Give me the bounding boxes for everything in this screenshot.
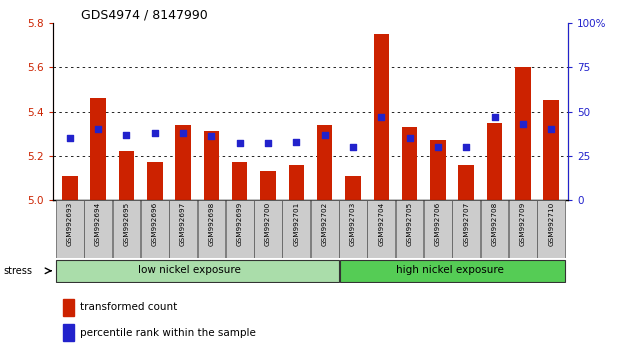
Bar	[175, 125, 191, 200]
Text: GDS4974 / 8147990: GDS4974 / 8147990	[81, 9, 207, 22]
Bar	[509, 200, 537, 258]
Text: GSM992709: GSM992709	[520, 202, 526, 246]
Text: stress: stress	[3, 266, 32, 276]
Bar	[226, 200, 253, 258]
Bar	[112, 200, 140, 258]
Bar	[84, 200, 112, 258]
Bar	[56, 200, 84, 258]
Point	[518, 121, 528, 127]
Bar	[119, 152, 134, 200]
Text: GSM992706: GSM992706	[435, 202, 441, 246]
Point	[122, 132, 132, 137]
Bar	[368, 200, 395, 258]
Point	[405, 135, 415, 141]
Text: GSM992696: GSM992696	[152, 202, 158, 246]
Bar	[63, 324, 75, 341]
Bar	[543, 101, 559, 200]
Text: percentile rank within the sample: percentile rank within the sample	[79, 328, 255, 338]
Bar	[452, 200, 480, 258]
Bar	[63, 299, 75, 316]
Point	[320, 132, 330, 137]
Bar	[141, 200, 169, 258]
Bar	[260, 171, 276, 200]
Bar	[339, 200, 367, 258]
Text: GSM992704: GSM992704	[378, 202, 384, 246]
Text: GSM992693: GSM992693	[67, 202, 73, 246]
Bar	[402, 127, 417, 200]
Point	[150, 130, 160, 136]
Bar	[458, 165, 474, 200]
Text: GSM992703: GSM992703	[350, 202, 356, 246]
Text: GSM992698: GSM992698	[209, 202, 214, 246]
Text: GSM992694: GSM992694	[95, 202, 101, 246]
Bar	[481, 200, 509, 258]
Point	[235, 141, 245, 146]
Bar	[232, 162, 248, 200]
Text: GSM992700: GSM992700	[265, 202, 271, 246]
Text: GSM992697: GSM992697	[180, 202, 186, 246]
Text: GSM992708: GSM992708	[492, 202, 497, 246]
Text: GSM992701: GSM992701	[293, 202, 299, 246]
Point	[65, 135, 75, 141]
Text: transformed count: transformed count	[79, 302, 177, 312]
Bar	[424, 200, 452, 258]
Point	[433, 144, 443, 150]
Bar	[345, 176, 361, 200]
Point	[291, 139, 301, 144]
Bar	[289, 165, 304, 200]
Bar	[487, 122, 502, 200]
Text: low nickel exposure: low nickel exposure	[138, 265, 240, 275]
Point	[376, 114, 386, 120]
Bar	[169, 200, 197, 258]
Bar	[373, 34, 389, 200]
Text: GSM992695: GSM992695	[124, 202, 129, 246]
Bar	[56, 260, 339, 282]
Bar	[197, 200, 225, 258]
Point	[206, 133, 216, 139]
Point	[348, 144, 358, 150]
Bar	[204, 131, 219, 200]
Point	[178, 130, 188, 136]
Bar	[310, 200, 338, 258]
Point	[263, 141, 273, 146]
Point	[546, 126, 556, 132]
Bar	[90, 98, 106, 200]
Text: GSM992699: GSM992699	[237, 202, 243, 246]
Bar	[430, 140, 446, 200]
Bar	[62, 176, 78, 200]
Text: GSM992702: GSM992702	[322, 202, 328, 246]
Bar	[515, 67, 531, 200]
Bar	[254, 200, 282, 258]
Text: GSM992707: GSM992707	[463, 202, 469, 246]
Point	[93, 126, 103, 132]
Bar	[147, 162, 163, 200]
Bar	[396, 200, 424, 258]
Text: GSM992705: GSM992705	[407, 202, 412, 246]
Point	[489, 114, 499, 120]
Point	[461, 144, 471, 150]
Text: high nickel exposure: high nickel exposure	[396, 265, 504, 275]
Bar	[317, 125, 332, 200]
Text: GSM992710: GSM992710	[548, 202, 554, 246]
Bar	[340, 260, 565, 282]
Bar	[537, 200, 565, 258]
Bar	[283, 200, 310, 258]
